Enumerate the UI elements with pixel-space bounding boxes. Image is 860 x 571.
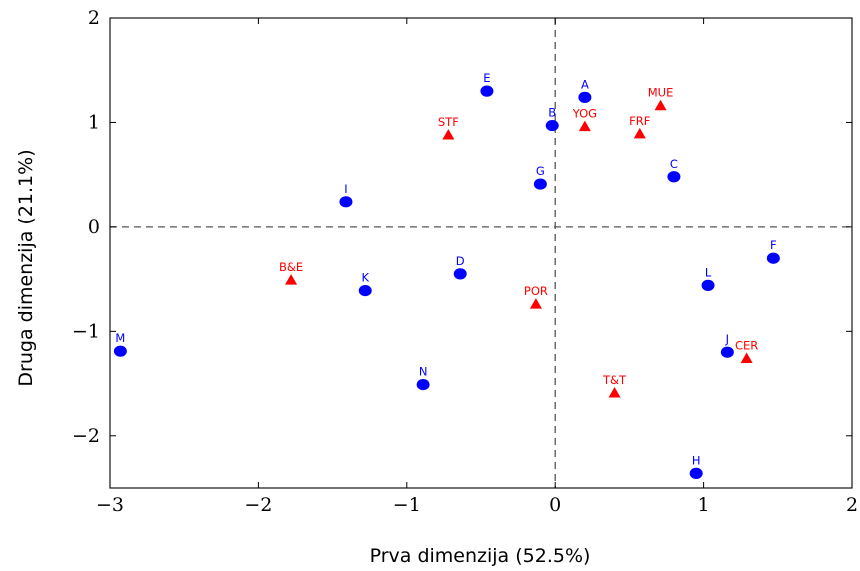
point-label: L (705, 265, 712, 279)
point-label: E (483, 71, 490, 85)
point-label: CER (735, 338, 758, 352)
x-tick-label: −1 (393, 494, 421, 516)
point-label: I (344, 182, 347, 196)
x-tick-label: −3 (96, 494, 124, 516)
x-tick-label: 1 (698, 494, 710, 516)
point-marker-circle (339, 196, 353, 208)
point-label: STF (438, 115, 459, 129)
point-label: M (115, 331, 125, 345)
point-marker-triangle (654, 99, 667, 111)
point-marker-triangle (285, 274, 298, 285)
point-marker-triangle (442, 128, 455, 140)
point-label: J (725, 332, 729, 346)
point-marker-circle (533, 178, 547, 190)
y-tick-label: 0 (88, 216, 100, 238)
y-axis-label: Druga dimenzija (21.1%) (15, 149, 37, 386)
point-label: POR (524, 284, 548, 298)
point-marker-triangle (529, 298, 542, 309)
point-marker-circle (416, 379, 430, 391)
point-marker-circle (701, 279, 715, 291)
point-label: T&T (602, 373, 627, 387)
point-label: A (581, 77, 589, 91)
x-tick-label: 2 (846, 494, 858, 516)
point-marker-circle (667, 171, 681, 183)
y-axis: −2 −1 0 1 2 (72, 7, 852, 447)
point-marker-circle (689, 467, 703, 479)
x-tick-label: 0 (549, 494, 561, 516)
x-axis-label: Prva dimenzija (52.5%) (370, 545, 591, 567)
point-marker-circle (545, 119, 559, 132)
point-marker-circle (480, 85, 494, 97)
y-tick-label: −1 (72, 320, 100, 342)
y-tick-label: 1 (88, 111, 100, 133)
point-label: N (419, 365, 428, 379)
point-marker-circle (720, 346, 734, 358)
point-label: C (670, 157, 678, 171)
point-label: F (770, 238, 777, 252)
point-label: G (536, 164, 545, 178)
point-label: K (361, 271, 369, 285)
point-marker-circle (358, 285, 372, 297)
point-marker-triangle (578, 120, 591, 132)
x-tick-label: −2 (244, 494, 272, 516)
point-label: B&E (279, 260, 303, 274)
point-marker-circle (766, 252, 780, 264)
point-marker-triangle (740, 352, 753, 363)
point-label: MUE (648, 86, 674, 100)
point-label: D (456, 254, 465, 268)
y-tick-label: −2 (72, 425, 100, 447)
point-marker-circle (453, 268, 467, 280)
point-marker-circle (113, 345, 127, 357)
point-label: FRF (629, 114, 650, 128)
x-axis: −3 −2 −1 0 1 2 (96, 18, 858, 516)
points-layer: A B C D E F G H I J K L M N MUE YOG FRF STF B&E POR CER T&T (113, 71, 780, 479)
point-label: YOG (572, 107, 597, 121)
point-marker-circle (578, 91, 592, 103)
point-label: B (548, 106, 556, 120)
point-marker-triangle (608, 386, 621, 398)
point-label: H (692, 453, 701, 467)
plot-frame (109, 17, 853, 489)
point-marker-triangle (633, 127, 646, 139)
y-tick-label: 2 (88, 7, 100, 29)
